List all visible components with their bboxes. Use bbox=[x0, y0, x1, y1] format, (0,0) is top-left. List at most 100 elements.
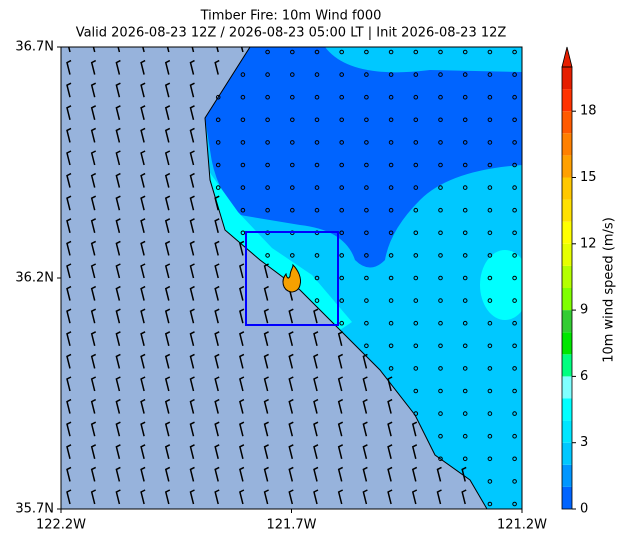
calm-marker bbox=[314, 207, 320, 213]
wind-barb bbox=[92, 47, 96, 53]
wind-barb bbox=[90, 105, 97, 120]
wind-barb bbox=[263, 331, 269, 346]
wind-barb bbox=[191, 47, 195, 53]
wind-barb bbox=[189, 466, 195, 482]
calm-marker bbox=[240, 72, 246, 77]
calm-marker bbox=[413, 275, 419, 281]
colorbar-extension bbox=[561, 46, 573, 68]
calm-marker bbox=[462, 320, 468, 326]
wind-barb bbox=[115, 444, 121, 459]
wind-barb bbox=[140, 398, 146, 414]
wind-barb bbox=[115, 421, 121, 437]
calm-marker bbox=[512, 501, 517, 507]
calm-marker bbox=[265, 140, 270, 145]
wind-barb bbox=[164, 218, 171, 233]
colorbar-swatch bbox=[562, 486, 572, 509]
calm-marker bbox=[339, 253, 345, 258]
wind-barb bbox=[263, 263, 269, 279]
calm-marker bbox=[512, 230, 517, 236]
colorbar-swatch bbox=[562, 376, 572, 399]
wind-barb bbox=[117, 47, 121, 53]
wind-barb bbox=[189, 218, 195, 233]
wind-barb bbox=[239, 263, 245, 279]
wind-barb bbox=[140, 444, 146, 459]
calm-marker bbox=[215, 162, 221, 168]
calm-marker bbox=[388, 366, 394, 371]
wind-barb bbox=[66, 172, 72, 188]
calm-marker bbox=[438, 162, 443, 168]
wind-barb bbox=[189, 105, 195, 120]
wind-barb bbox=[387, 489, 393, 505]
calm-marker bbox=[413, 298, 419, 303]
chart-title: Timber Fire: 10m Wind f000 bbox=[200, 9, 382, 24]
calm-marker bbox=[462, 275, 468, 281]
calm-marker bbox=[487, 388, 493, 394]
wind-barb bbox=[189, 421, 195, 437]
contour-region bbox=[208, 170, 352, 330]
wind-barb bbox=[189, 308, 195, 324]
wind-barb bbox=[66, 150, 72, 166]
wind-barb bbox=[164, 59, 171, 75]
wind-barb bbox=[337, 376, 344, 392]
wind-barb bbox=[263, 421, 269, 437]
wind-barb bbox=[164, 308, 171, 324]
calm-marker bbox=[413, 320, 419, 326]
wind-barb bbox=[240, 47, 244, 53]
calm-marker bbox=[487, 433, 493, 439]
wind-barb bbox=[140, 82, 146, 98]
calm-marker bbox=[364, 298, 369, 303]
wind-barb bbox=[239, 398, 245, 414]
calm-marker bbox=[413, 49, 419, 55]
wind-barb bbox=[214, 376, 220, 392]
wind-barb bbox=[288, 398, 294, 414]
wind-barb bbox=[66, 127, 72, 143]
calm-marker bbox=[438, 275, 443, 281]
wind-barb bbox=[140, 195, 146, 211]
calm-marker bbox=[290, 207, 295, 213]
calm-marker bbox=[290, 49, 295, 55]
calm-marker bbox=[512, 275, 517, 281]
wind-barb bbox=[115, 466, 121, 482]
wind-barb bbox=[411, 444, 418, 459]
calm-marker bbox=[512, 479, 517, 484]
wind-barb bbox=[164, 489, 171, 505]
wind-barb bbox=[90, 308, 97, 324]
wind-barb bbox=[90, 59, 97, 75]
fire-box bbox=[245, 231, 339, 326]
wind-barb bbox=[313, 466, 319, 482]
wind-barb bbox=[239, 331, 245, 346]
wind-barb bbox=[66, 59, 72, 75]
wind-barb bbox=[90, 421, 97, 437]
wind-barb bbox=[66, 105, 72, 120]
wind-barb bbox=[142, 47, 145, 53]
calm-marker bbox=[438, 456, 443, 462]
wind-barb bbox=[164, 240, 171, 256]
wind-barb bbox=[189, 172, 195, 188]
wind-barb bbox=[90, 172, 97, 188]
wind-barb bbox=[313, 489, 319, 505]
wind-barb bbox=[164, 466, 171, 482]
calm-marker bbox=[413, 185, 419, 190]
wind-barb bbox=[164, 285, 171, 301]
calm-marker bbox=[512, 298, 517, 303]
calm-marker bbox=[215, 117, 221, 123]
calm-marker bbox=[314, 117, 320, 123]
calm-marker bbox=[290, 117, 295, 123]
calm-marker bbox=[438, 49, 443, 55]
wind-barb bbox=[66, 466, 72, 482]
calm-marker bbox=[487, 140, 493, 145]
wind-barb bbox=[140, 331, 146, 346]
calm-marker bbox=[364, 94, 369, 100]
colorbar-tick-label: 12 bbox=[580, 236, 597, 251]
calm-marker bbox=[215, 140, 221, 145]
colorbar-tick-label: 0 bbox=[580, 502, 588, 517]
wind-barb bbox=[239, 444, 245, 459]
wind-barb bbox=[461, 489, 467, 505]
calm-marker bbox=[512, 185, 517, 190]
colorbar-tick-label: 15 bbox=[580, 170, 597, 185]
calm-marker bbox=[388, 94, 394, 100]
calm-marker bbox=[265, 117, 270, 123]
x-tick-label: 121.7W bbox=[266, 518, 316, 533]
calm-marker bbox=[364, 162, 369, 168]
wind-barb bbox=[166, 47, 170, 53]
